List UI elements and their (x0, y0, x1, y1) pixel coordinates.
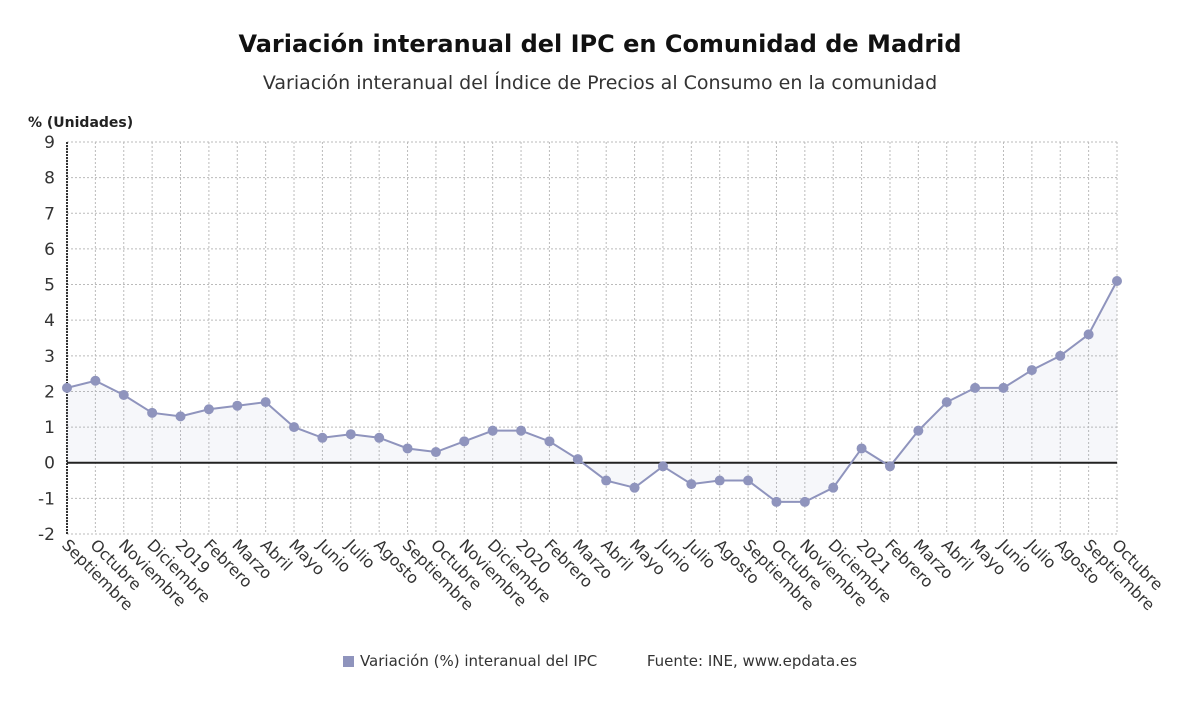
data-point (203, 404, 214, 415)
chart-title: Variación interanual del IPC en Comunida… (238, 30, 962, 58)
source-note: Fuente: INE, www.epdata.es (646, 652, 858, 670)
data-point (572, 454, 583, 465)
y-tick-label: 8 (44, 169, 55, 189)
data-point (544, 436, 555, 447)
data-point (998, 382, 1009, 393)
y-tick-label: 0 (44, 454, 55, 474)
data-point (402, 443, 413, 454)
y-tick-label: 1 (44, 418, 55, 438)
data-point (686, 479, 697, 490)
data-point (487, 425, 498, 436)
data-point (856, 443, 867, 454)
data-point (1055, 350, 1066, 361)
data-point (1112, 275, 1122, 286)
data-point (175, 411, 186, 422)
y-tick-label: 6 (44, 240, 55, 260)
data-point (90, 375, 101, 386)
y-tick-label: -2 (38, 525, 55, 545)
data-point (289, 422, 300, 433)
y-tick-label: 9 (44, 133, 55, 153)
y-tick-label: -1 (38, 489, 55, 509)
data-point (771, 496, 782, 507)
data-point (601, 475, 612, 486)
data-point (459, 436, 470, 447)
data-point (232, 400, 243, 411)
data-point (1026, 365, 1037, 376)
legend: Variación (%) interanual del IPC Fuente:… (0, 652, 1200, 670)
data-point (147, 407, 158, 418)
y-tick-label: 2 (44, 382, 55, 402)
data-point (260, 397, 271, 408)
data-point (629, 482, 640, 493)
data-point (118, 390, 129, 401)
data-point (516, 425, 527, 436)
chart-subtitle: Variación interanual del Índice de Preci… (262, 72, 938, 94)
data-point (913, 425, 924, 436)
data-point (970, 382, 981, 393)
legend-label: Variación (%) interanual del IPC (359, 652, 598, 670)
data-point (799, 496, 810, 507)
legend-swatch (342, 656, 354, 667)
series-area (67, 280, 1117, 502)
data-point (657, 461, 668, 472)
y-tick-label: 5 (44, 276, 55, 296)
data-point (828, 482, 839, 493)
data-point (884, 461, 895, 472)
data-point (1083, 329, 1094, 340)
data-point (62, 382, 72, 393)
y-tick-label: 3 (44, 347, 55, 367)
data-point (941, 397, 952, 408)
y-axis-label: % (Unidades) (28, 115, 133, 131)
data-point (743, 475, 754, 486)
data-point (374, 432, 385, 443)
data-point (317, 432, 328, 443)
data-point (345, 429, 356, 440)
y-tick-label: 7 (44, 204, 55, 224)
data-point (714, 475, 725, 486)
data-point (430, 447, 441, 458)
y-tick-label: 4 (44, 311, 55, 331)
